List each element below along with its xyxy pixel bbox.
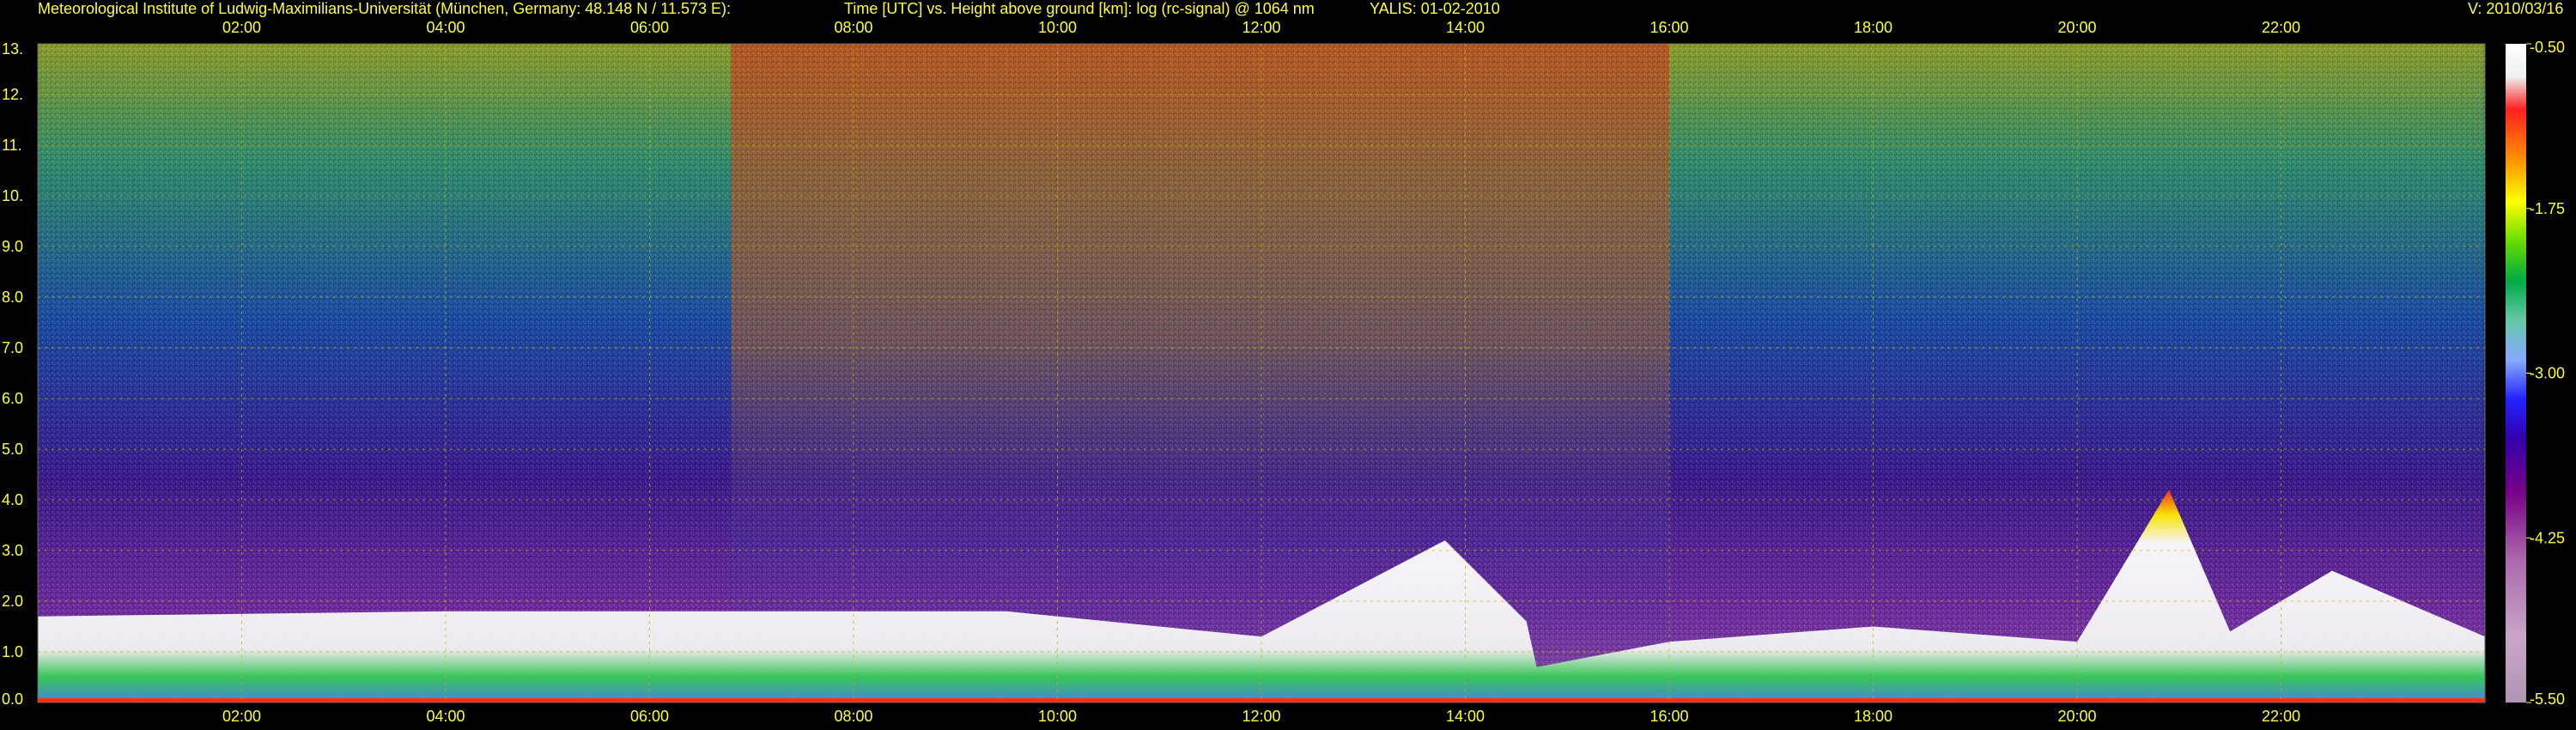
x-tick-label-top: 06:00 — [630, 19, 669, 36]
x-tick-label-top: 10:00 — [1038, 19, 1077, 36]
version-label: V: 2010/03/16 — [2468, 0, 2564, 17]
y-axis-ticks: 0.0 1.0 2.0 3.0 4.0 5.0 6.0 7.0 8.0 9.0 10. 11. 12. 1… — [2, 40, 23, 708]
y-tick-label: 3.0 — [2, 542, 23, 559]
colorbar-tick-label: -5.50 — [2530, 690, 2565, 708]
x-tick-label-top: 18:00 — [1854, 19, 1893, 36]
x-axis-ticks-top: 02:00 04:00 06:00 08:00 10:00 12:00 14:00 16:00… — [222, 19, 2300, 36]
colorbar-tick-label: -0.50 — [2530, 39, 2565, 56]
y-tick-label: 0.0 — [2, 690, 23, 708]
colorbar: -0.50 -1.75 -3.00 -4.25 -5.50 — [2506, 39, 2565, 708]
colorbar-tick-label: -3.00 — [2530, 365, 2565, 382]
x-tick-label-bottom: 16:00 — [1649, 708, 1688, 725]
x-axis-ticks-bottom: 02:00 04:00 06:00 08:00 10:00 12:00 14:00 16:00… — [222, 708, 2300, 725]
plot-frame — [37, 43, 2486, 703]
x-tick-label-bottom: 02:00 — [222, 708, 261, 725]
plot-background — [38, 44, 2485, 703]
y-tick-label: 7.0 — [2, 339, 23, 356]
y-tick-label: 12. — [2, 86, 23, 103]
x-tick-label-bottom: 12:00 — [1242, 708, 1280, 725]
grid-lines — [37, 43, 2486, 703]
x-tick-label-bottom: 22:00 — [2262, 708, 2300, 725]
x-tick-label-bottom: 18:00 — [1854, 708, 1893, 725]
y-tick-label: 6.0 — [2, 390, 23, 407]
x-tick-label-top: 14:00 — [1446, 19, 1485, 36]
x-tick-label-bottom: 04:00 — [426, 708, 465, 725]
ground-signal — [38, 698, 2485, 703]
y-tick-label: 5.0 — [2, 441, 23, 458]
colorbar-tick-label: -4.25 — [2530, 529, 2565, 546]
x-tick-label-top: 12:00 — [1242, 19, 1280, 36]
y-tick-label: 4.0 — [2, 491, 23, 508]
x-tick-label-bottom: 08:00 — [834, 708, 872, 725]
chart-title: Time [UTC] vs. Height above ground [km]:… — [844, 0, 1315, 17]
y-tick-label: 9.0 — [2, 238, 23, 255]
y-tick-label: 2.0 — [2, 593, 23, 610]
noise-texture — [38, 44, 2485, 703]
y-tick-label: 10. — [2, 187, 23, 204]
x-tick-label-top: 16:00 — [1649, 19, 1688, 36]
y-tick-label: 11. — [2, 137, 22, 154]
institute-label: Meteorological Institute of Ludwig-Maxim… — [38, 0, 732, 17]
x-tick-label-bottom: 20:00 — [2057, 708, 2096, 725]
x-tick-label-bottom: 06:00 — [630, 708, 669, 725]
x-tick-label-top: 20:00 — [2057, 19, 2096, 36]
instrument-date-label: YALIS: 01-02-2010 — [1370, 0, 1500, 17]
colorbar-bar — [2506, 44, 2526, 703]
y-tick-label: 1.0 — [2, 643, 23, 660]
x-tick-label-bottom: 10:00 — [1038, 708, 1077, 725]
y-tick-label: 13. — [2, 40, 23, 58]
colorbar-tick-label: -1.75 — [2530, 200, 2565, 217]
x-tick-label-bottom: 14:00 — [1446, 708, 1485, 725]
x-tick-label-top: 04:00 — [426, 19, 465, 36]
x-tick-label-top: 22:00 — [2262, 19, 2300, 36]
x-tick-label-top: 02:00 — [222, 19, 261, 36]
x-tick-label-top: 08:00 — [834, 19, 872, 36]
y-tick-label: 8.0 — [2, 289, 23, 306]
